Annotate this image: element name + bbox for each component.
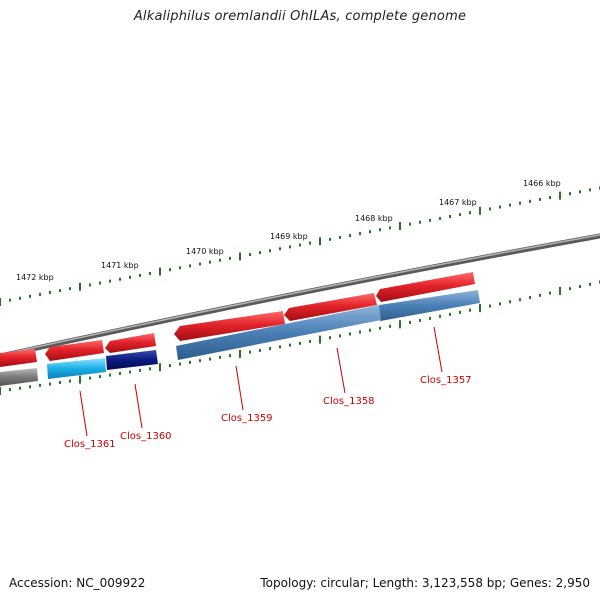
gene-arrow-clos-1358[interactable] <box>284 293 377 321</box>
ruler-label: 1466 kbp <box>523 179 561 188</box>
track-block-clos-1360[interactable] <box>106 350 158 370</box>
gene-label-clos-1358: Clos_1358 <box>323 396 375 407</box>
ruler-label: 1470 kbp <box>186 247 224 256</box>
ruler-label: 1472 kbp <box>16 273 54 282</box>
ruler-label: 1468 kbp <box>355 214 393 223</box>
track-block-clos-1361[interactable] <box>47 358 106 379</box>
gene-arrow-clos-1361[interactable] <box>45 340 104 361</box>
genome-stats-text: Topology: circular; Length: 3,123,558 bp… <box>260 576 590 590</box>
gene-leader-lines <box>79 326 443 437</box>
gene-label-clos-1360: Clos_1360 <box>120 431 172 442</box>
gene-label-clos-1361: Clos_1361 <box>64 439 116 450</box>
accession-text: Accession: NC_009922 <box>9 576 146 590</box>
ruler-label: 1467 kbp <box>439 198 477 207</box>
map-title: Alkaliphilus oremlandii OhILAs, complete… <box>133 9 467 24</box>
gene-arrow-clos-1360[interactable] <box>105 333 156 353</box>
track-block-clos-1358-1359[interactable] <box>176 305 381 360</box>
track-block-left-edge[interactable] <box>0 368 38 386</box>
gene-arrow-left-edge[interactable] <box>0 349 37 367</box>
gene-label-clos-1359: Clos_1359 <box>221 413 273 424</box>
strand-track-red <box>0 272 475 367</box>
gene-arrow-clos-1359[interactable] <box>174 311 285 341</box>
function-track <box>0 290 480 386</box>
genome-backbone-highlight <box>0 234 600 356</box>
gene-label-clos-1357: Clos_1357 <box>420 375 472 386</box>
genome-backbone <box>0 233 600 359</box>
ruler-ticks-lower <box>0 280 600 395</box>
track-block-clos-1357[interactable] <box>379 290 480 321</box>
ruler-ticks-upper <box>0 186 600 306</box>
gene-arrow-clos-1357[interactable] <box>376 272 475 302</box>
ruler-label: 1471 kbp <box>101 261 139 270</box>
ruler-label: 1469 kbp <box>270 232 308 241</box>
